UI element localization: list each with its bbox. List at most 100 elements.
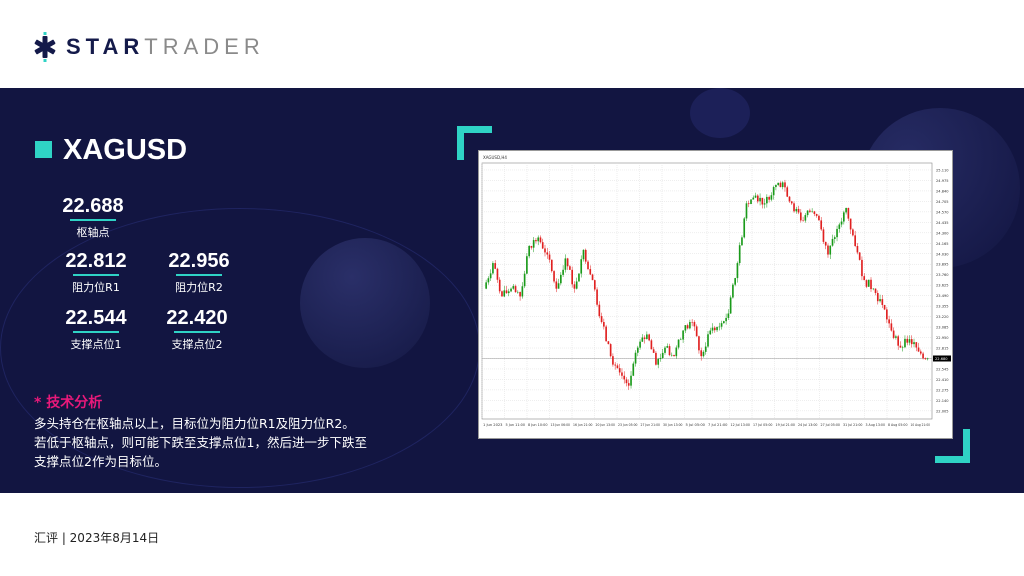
- candle-body: [872, 288, 875, 290]
- candle-body: [507, 291, 510, 294]
- underline: [174, 331, 220, 333]
- candle-body: [813, 211, 816, 215]
- x-tick-label: 19 Jul 21:00: [776, 423, 796, 427]
- s1-value: 22.544: [65, 307, 127, 329]
- candle-body: [596, 289, 598, 305]
- candle-body: [557, 283, 560, 289]
- candle-body: [609, 344, 612, 357]
- candle-body: [541, 242, 544, 249]
- candle-body: [820, 220, 823, 230]
- candle-body: [492, 263, 494, 274]
- candle-body: [768, 196, 770, 200]
- candle-body: [766, 196, 768, 204]
- y-tick-label: 22.275: [936, 388, 949, 392]
- analysis-title: * 技术分析: [34, 395, 103, 411]
- candle-body: [917, 347, 920, 352]
- candle-body: [725, 317, 727, 322]
- underline: [73, 274, 119, 276]
- candle-body: [571, 269, 573, 285]
- candle-body: [632, 363, 635, 376]
- candle-body: [831, 238, 834, 246]
- candle-body: [661, 352, 664, 358]
- chart-svg: XAGUSD,H4 22.005 22.140 22.275 22.410 22.545…: [481, 155, 951, 427]
- y-tick-label: 24.975: [936, 179, 949, 183]
- candle-body: [809, 210, 811, 212]
- candle-body: [514, 286, 517, 293]
- current-price-label: 22.680: [935, 357, 948, 361]
- candle-body: [863, 276, 866, 281]
- candle-body: [587, 261, 589, 270]
- candle-body: [827, 245, 829, 255]
- candle-body: [569, 266, 571, 270]
- candle-body: [899, 345, 902, 348]
- x-tick-label: 31 Jul 21:00: [843, 423, 863, 427]
- candle-body: [799, 212, 802, 221]
- y-tick-label: 23.625: [936, 284, 949, 288]
- symbol-title: XAGUSD: [63, 134, 188, 166]
- candle-body: [756, 195, 759, 202]
- y-tick-label: 23.760: [936, 273, 949, 277]
- candle-body: [664, 347, 666, 353]
- corner-bracket: [457, 126, 492, 133]
- candle-body: [779, 182, 782, 188]
- candle-body: [874, 288, 877, 293]
- candle-body: [795, 208, 798, 212]
- candle-body: [593, 280, 596, 290]
- candle-body: [544, 248, 546, 253]
- candle-body: [915, 342, 918, 348]
- candle-body: [736, 263, 739, 279]
- candle-body: [852, 229, 854, 236]
- candle-body: [892, 330, 895, 338]
- candle-body: [761, 197, 764, 205]
- y-tick-label: 22.140: [936, 399, 949, 403]
- candle-body: [881, 299, 884, 305]
- candle-body: [922, 353, 924, 359]
- x-tick-label: 8 Jun 10:00: [528, 423, 548, 427]
- candle-body: [519, 291, 521, 297]
- candle-body: [910, 339, 913, 345]
- candle-body: [845, 207, 847, 213]
- candle-body: [709, 330, 712, 335]
- y-tick-label: 24.165: [936, 242, 949, 246]
- candle-body: [797, 208, 800, 213]
- corner-bracket: [457, 126, 464, 160]
- candle-body: [824, 241, 827, 246]
- candle-body: [591, 274, 594, 281]
- candle-body: [698, 336, 700, 351]
- candle-body: [732, 284, 734, 298]
- x-tick-label: 5 Jun 11:00: [506, 423, 526, 427]
- price-chart: XAGUSD,H4 22.005 22.140 22.275 22.410 22.545…: [478, 150, 953, 439]
- candle-body: [680, 339, 682, 341]
- x-tick-label: 10 Aug 21:00: [911, 423, 931, 427]
- candle-body: [865, 280, 868, 287]
- candle-body: [560, 274, 562, 284]
- candle-body: [734, 278, 736, 285]
- candle-body: [566, 258, 569, 267]
- candle-body: [856, 246, 859, 253]
- chart-title: XAGUSD,H4: [483, 155, 507, 160]
- candle-body: [528, 246, 530, 257]
- candle-body: [777, 182, 780, 185]
- r2-label: 阻力位R2: [175, 281, 223, 294]
- candle-body: [876, 292, 879, 302]
- candle-body: [673, 354, 675, 357]
- s2-label: 支撑点位2: [171, 338, 223, 351]
- candle-body: [652, 349, 655, 353]
- y-tick-label: 24.030: [936, 252, 949, 256]
- candle-body: [643, 337, 646, 339]
- candle-body: [745, 203, 748, 219]
- candle-body: [625, 379, 628, 384]
- candle-body: [498, 279, 501, 292]
- candle-body: [790, 201, 793, 204]
- candle-body: [691, 321, 693, 323]
- candle-body: [657, 358, 660, 365]
- candle-body: [718, 326, 721, 328]
- candle-body: [888, 319, 890, 324]
- candle-body: [867, 279, 870, 287]
- candle-body: [763, 203, 766, 205]
- candle-body: [523, 273, 526, 287]
- y-tick-label: 24.435: [936, 221, 949, 225]
- candle-body: [775, 184, 777, 188]
- candle-body: [675, 347, 678, 357]
- corner-bracket: [963, 429, 970, 463]
